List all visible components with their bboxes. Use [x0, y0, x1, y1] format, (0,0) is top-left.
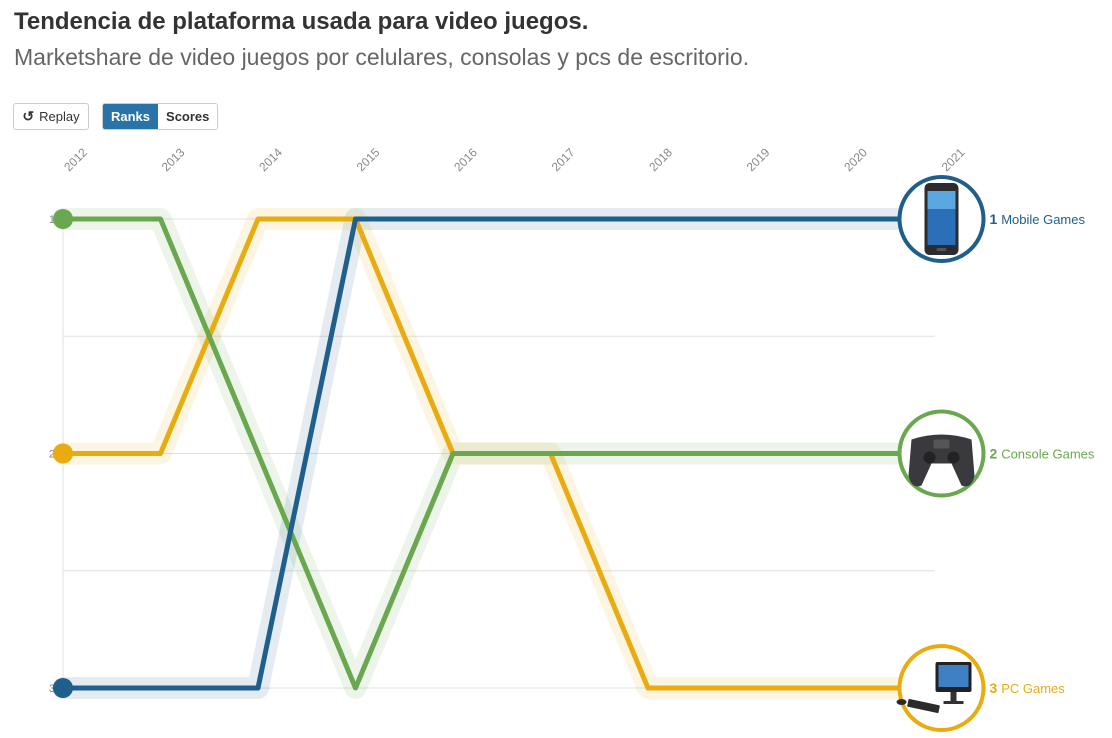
y-tick-label: 1: [49, 214, 55, 226]
series-end-label: 2 Console Games: [990, 446, 1095, 462]
gamepad-icon: [908, 434, 975, 487]
desktop-computer-icon: [896, 662, 972, 714]
series-name: Mobile Games: [1001, 212, 1085, 227]
chart-subtitle: Marketshare de video juegos por celulare…: [14, 44, 750, 70]
x-tick-label: 2012: [61, 145, 90, 174]
series-name: Console Games: [1001, 447, 1095, 462]
x-tick-label: 2018: [646, 145, 675, 174]
series-start-dot-pc: [53, 443, 73, 464]
x-tick-label: 2019: [744, 145, 773, 174]
x-tick-label: 2013: [159, 145, 188, 174]
series-end-mobile[interactable]: 1 Mobile Games: [897, 175, 1086, 263]
series-rank: 3: [990, 680, 1002, 696]
view-toggle: Ranks Scores: [102, 103, 219, 130]
y-axis: 1 2 3: [49, 214, 55, 695]
series-line-console: [63, 216, 941, 691]
series-rank: 2: [990, 446, 1002, 462]
series-rank: 1: [990, 211, 1002, 227]
x-tick-label: 2016: [451, 145, 480, 174]
x-tick-label: 2015: [354, 145, 383, 174]
replay-label: Replay: [39, 109, 80, 124]
y-tick-label: 3: [49, 683, 55, 695]
replay-button[interactable]: ↺ Replay: [13, 103, 89, 130]
series-end-label: 1 Mobile Games: [990, 211, 1086, 227]
series-start-dot-console: [53, 209, 73, 229]
series-lines: [52, 208, 952, 699]
series-end-label: 3 PC Games: [990, 680, 1066, 696]
smartphone-icon: [924, 183, 959, 255]
ranks-tab[interactable]: Ranks: [103, 104, 159, 129]
y-tick-label: 2: [49, 449, 55, 461]
series-end-markers: 1 Mobile Games 2 Console Games 3 PC Games: [896, 175, 1095, 732]
x-axis: 2012 2013 2014 2015 2016 2017 2018 2019 2020 2021: [61, 145, 968, 174]
x-tick-label: 2020: [841, 145, 870, 174]
x-tick-label: 2021: [939, 145, 968, 174]
series-line-mobile: [63, 216, 941, 691]
x-tick-label: 2017: [549, 145, 578, 174]
replay-icon: ↺: [22, 108, 35, 124]
x-tick-label: 2014: [256, 145, 285, 174]
series-end-pc[interactable]: 3 PC Games: [896, 644, 1066, 732]
series-end-console[interactable]: 2 Console Games: [897, 409, 1095, 498]
chart-title: Tendencia de plataforma usada para video…: [14, 8, 589, 35]
series-name: PC Games: [1001, 681, 1065, 696]
scores-tab[interactable]: Scores: [158, 104, 218, 129]
series-start-dot-mobile: [53, 678, 73, 698]
